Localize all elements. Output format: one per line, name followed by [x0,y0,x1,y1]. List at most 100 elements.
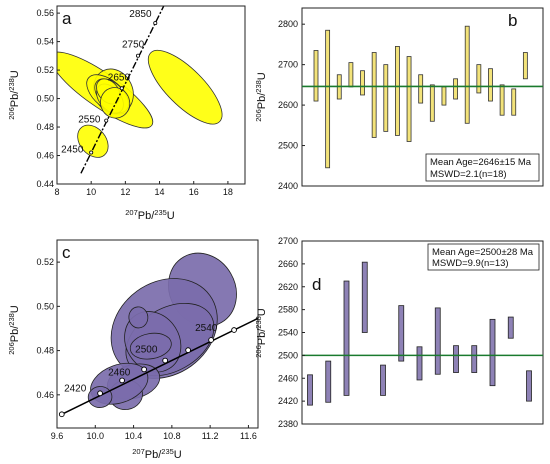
label-part: U [174,449,182,461]
concordia-point [208,337,214,343]
age-bar [380,364,386,396]
age-bar [499,84,505,116]
x-tick-label: 10 [86,187,96,197]
concordia-curve [80,6,165,174]
concordia-age-label: 2540 [195,323,218,334]
x-tick-label: 11.6 [240,431,257,441]
error-ellipse [129,332,172,360]
x-tick-label: 18 [223,187,233,197]
label-part: U [9,70,21,78]
concordia-age-label: 2460 [108,367,131,378]
age-bar [489,318,496,387]
concordia-point [104,118,109,123]
label-part: 206 [254,345,263,358]
label-part: 206 [7,342,16,355]
concordia-point [141,366,147,373]
concordia-curve [61,317,258,415]
x-tick-label: 12 [120,187,130,197]
age-bar [383,64,389,132]
label-part: Pb/ [256,92,268,109]
concordia-age-label: 2420 [64,383,87,394]
label-part: U [256,72,268,80]
y-tick-label: 2500 [278,141,298,151]
error-ellipse [128,306,149,329]
age-bar [395,46,400,136]
label-part: Pb/ [9,90,21,107]
age-bar [429,84,435,122]
age-bar [406,56,412,142]
label-part: 235 [154,208,167,217]
age-bar [361,261,368,333]
y-tick-label: 0.52 [36,65,54,75]
age-bar [325,29,331,169]
panel-b-frame [301,7,544,187]
stats-mswd: MSWD=2.1(n=18) [430,169,507,180]
y-axis-label-c-group: 206Pb/238U [7,305,21,355]
y-tick-label: 2400 [278,181,298,191]
concordia-age-label: 2550 [78,115,101,126]
x-axis-label-a: 207Pb/235U [125,208,175,222]
stats-box [425,153,540,182]
label-part: U [256,308,268,316]
stats-mean-age: Mean Age=2500±28 Ma [432,247,534,258]
x-tick-label: 10.8 [163,431,181,441]
age-bar [453,78,458,100]
concordia-age-label: 2500 [135,345,158,356]
age-bar [343,280,350,396]
x-tick-label: 16 [189,187,199,197]
concordia-point [58,411,65,418]
concordia-age-label: 2650 [108,72,131,83]
y-tick-label: 2580 [278,305,298,315]
age-bar [507,316,514,339]
panel-c-frame [56,239,259,429]
panel-c-ellipses-group [87,252,237,410]
y-tick-label: 2660 [278,259,298,269]
y-tick-label: 0.50 [36,94,54,104]
label-part: 207 [132,447,145,456]
panel-a-frame [56,5,246,185]
age-bar [398,305,405,362]
y-tick-label: 0.48 [36,122,54,132]
age-bar [464,25,470,124]
concordia-point [153,21,158,26]
label-part: 206 [7,107,16,120]
age-bar [441,86,447,106]
error-ellipse [87,386,113,408]
label-part: 238 [254,316,263,329]
y-axis-label-a-group: 206Pb/238U [7,70,21,120]
x-tick-label: 10.0 [87,431,105,441]
y-tick-label: 2540 [278,328,298,338]
panel-label-d: d [312,275,321,294]
y-tick-label: 0.52 [36,257,54,267]
age-bar [476,64,482,94]
label-part: 238 [7,313,16,326]
y-tick-label: 0.48 [36,346,54,356]
y-tick-label: 2420 [278,396,298,406]
y-tick-label: 0.46 [36,151,54,161]
label-part: 238 [7,78,16,91]
concordia-point [119,377,125,384]
x-tick-label: 11.2 [202,431,219,441]
y-tick-label: 2700 [278,236,298,246]
concordia-point [136,53,141,58]
age-bar [416,346,423,381]
concordia-point [119,86,124,91]
label-part: Pb/ [145,449,162,461]
label-part: 235 [161,447,174,456]
y-tick-label: 2460 [278,373,298,383]
y-axis-label-d-group: 206Pb/238U [254,308,268,358]
x-tick-label: 10.4 [125,431,143,441]
age-bar [325,360,332,403]
concordia-point [185,347,191,353]
y-axis-label-a: 206Pb/238U [7,70,21,120]
age-bar [522,52,528,80]
age-bar [348,62,354,88]
age-bar [434,307,441,375]
panel-label-b: b [508,11,517,30]
y-axis-label-b-group: 206Pb/238U [254,72,268,122]
label-part: Pb/ [138,210,155,222]
age-bar [471,345,478,373]
panel-label-a: a [62,9,72,28]
label-part: 207 [125,208,138,217]
